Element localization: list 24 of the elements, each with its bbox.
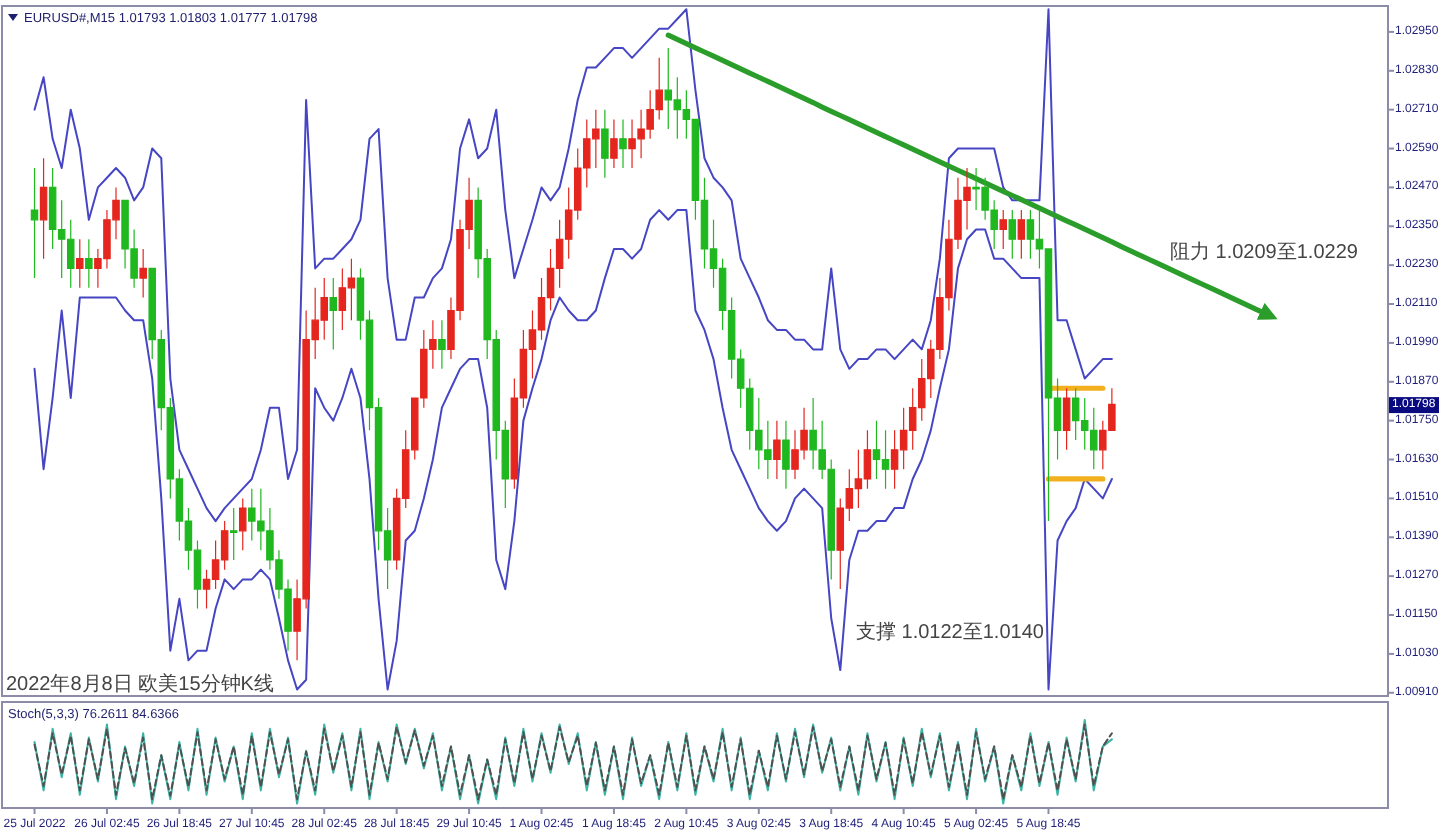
candlestick [999,209,1007,250]
candlestick [85,238,93,289]
candlestick [1026,209,1035,260]
candlestick [773,420,781,480]
candlestick [238,497,247,551]
candlestick [329,277,338,350]
candlestick [1062,387,1071,451]
candlestick [1017,209,1026,260]
candlestick [438,319,446,370]
candlestick [782,420,790,490]
candlestick [1008,209,1017,260]
candlestick [881,429,890,490]
candlestick [229,507,238,561]
candlestick [39,157,48,260]
candlestick [30,167,39,279]
candlestick [76,238,84,289]
annotation: 阻力 1.0209至1.0229 [1170,239,1359,263]
annotation: 支撑 1.0122至1.0140 [856,619,1045,643]
candlestick [601,109,609,179]
annotation: 2022年8月8日 欧美15分钟K线 [6,671,274,695]
candlestick [610,118,618,169]
candlestick [619,118,627,169]
candlestick [139,248,147,299]
candlestick [338,267,347,331]
